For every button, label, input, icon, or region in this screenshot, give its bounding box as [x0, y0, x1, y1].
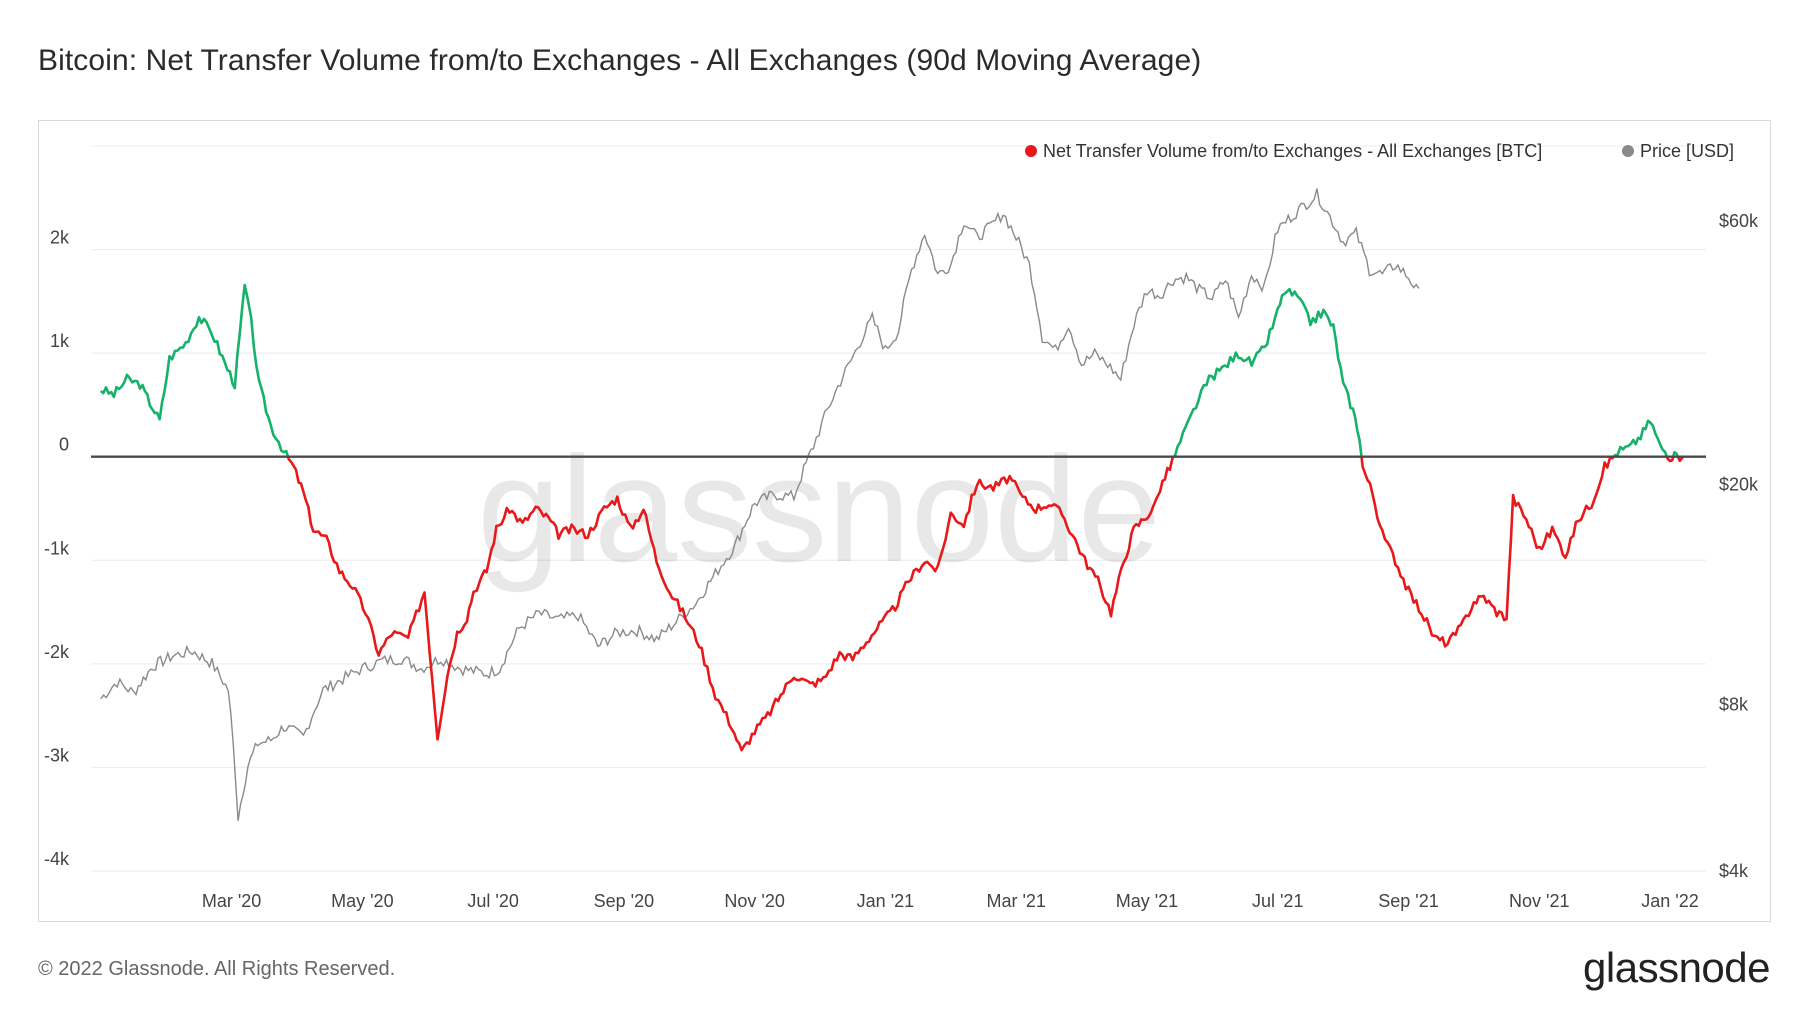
net-line-positive [99, 283, 290, 458]
x-tick-label: May '20 [331, 891, 393, 911]
y-axis-right: $60k $20k $8k $4k [1719, 211, 1759, 881]
net-line-negative [286, 455, 1175, 752]
price-line [100, 188, 1420, 821]
legend-dot-net [1025, 145, 1037, 157]
x-tick-label: Jan '22 [1641, 891, 1698, 911]
watermark: glassnode [477, 425, 1161, 593]
y-left-tick-label: 0 [59, 435, 69, 455]
grid [91, 145, 1706, 872]
net-line-negative [1665, 456, 1675, 463]
copyright: © 2022 Glassnode. All Rights Reserved. [38, 958, 396, 980]
x-tick-label: Mar '21 [986, 891, 1045, 911]
net-line-positive [1612, 419, 1669, 458]
y-left-tick-label: -2k [44, 642, 70, 662]
legend-label-price: Price [USD] [1640, 141, 1734, 161]
x-tick-label: May '21 [1116, 891, 1178, 911]
y-right-tick-label: $8k [1719, 695, 1749, 715]
y-left-tick-label: -1k [44, 538, 70, 558]
legend: Net Transfer Volume from/to Exchanges - … [1025, 141, 1734, 161]
net-line-negative [1676, 455, 1685, 463]
x-axis: Mar '20 May '20 Jul '20 Sep '20 Nov '20 Jan '… [202, 891, 1699, 911]
net-transfer-series [99, 283, 1685, 752]
net-line-positive [1172, 287, 1363, 458]
y-right-tick-label: $20k [1719, 475, 1759, 495]
y-left-tick-label: -3k [44, 745, 70, 765]
legend-item-price[interactable]: Price [USD] [1622, 141, 1734, 161]
y-right-tick-label: $60k [1719, 211, 1759, 231]
chart-title: Bitcoin: Net Transfer Volume from/to Exc… [38, 44, 1202, 77]
y-left-tick-label: -4k [44, 849, 70, 869]
y-left-tick-label: 2k [50, 228, 70, 248]
x-tick-label: Jul '21 [1252, 891, 1303, 911]
legend-label-net: Net Transfer Volume from/to Exchanges - … [1043, 141, 1542, 161]
legend-item-net[interactable]: Net Transfer Volume from/to Exchanges - … [1025, 141, 1542, 161]
x-tick-label: Mar '20 [202, 891, 261, 911]
chart-frame: glassnode 2k 1k 0 -1k -2k -3k -4k $60k $20k $8k $… [38, 120, 1771, 922]
x-tick-label: Nov '20 [724, 891, 784, 911]
y-right-tick-label: $4k [1719, 861, 1749, 881]
x-tick-label: Jul '20 [467, 891, 518, 911]
x-tick-label: Jan '21 [857, 891, 914, 911]
net-line-positive [1671, 450, 1680, 458]
brand-logo: glassnode [1583, 944, 1770, 991]
y-left-tick-label: 1k [50, 331, 70, 351]
legend-dot-price [1622, 145, 1634, 157]
x-tick-label: Sep '20 [594, 891, 655, 911]
x-tick-label: Nov '21 [1509, 891, 1569, 911]
price-series [100, 188, 1420, 821]
x-tick-label: Sep '21 [1378, 891, 1439, 911]
y-axis-left: 2k 1k 0 -1k -2k -3k -4k [44, 228, 70, 869]
net-line-negative [1360, 455, 1615, 648]
